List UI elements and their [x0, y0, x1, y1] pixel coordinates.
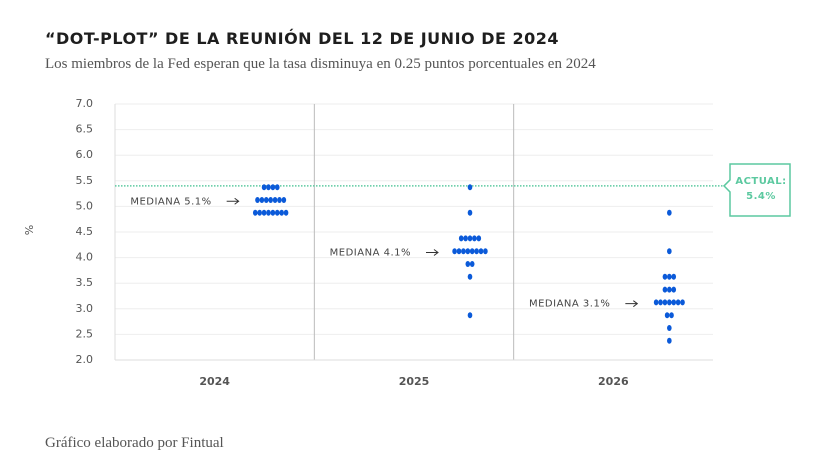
dot — [259, 197, 265, 203]
dot — [279, 209, 284, 216]
dot — [667, 248, 672, 255]
dot — [653, 299, 659, 306]
dot — [662, 299, 668, 306]
dot — [467, 312, 473, 319]
dot — [467, 184, 473, 191]
y-tick-label: 6.5 — [76, 123, 94, 136]
x-tick-label: 2025 — [399, 375, 430, 388]
dot — [667, 286, 672, 293]
dot — [266, 184, 271, 191]
y-tick-label: 2.5 — [76, 327, 94, 340]
dot — [675, 299, 681, 306]
x-tick-label: 2024 — [199, 375, 230, 388]
dot — [283, 209, 289, 216]
dot — [667, 299, 672, 306]
dot — [483, 248, 488, 255]
dot — [261, 209, 267, 216]
y-tick-label: 3.5 — [76, 276, 94, 289]
dot — [474, 248, 479, 255]
arrow — [226, 197, 240, 205]
dot — [266, 209, 271, 216]
dot — [458, 235, 464, 242]
median-label: MEDIANA 5.1% — [130, 196, 211, 207]
y-tick-label: 2.0 — [76, 353, 94, 366]
dot — [658, 299, 663, 306]
dot — [667, 209, 672, 216]
chart-subtitle: Los miembros de la Fed esperan que la ta… — [45, 56, 596, 72]
y-tick-label: 7.0 — [76, 97, 94, 110]
dot — [476, 235, 482, 242]
median-label: MEDIANA 3.1% — [529, 299, 610, 310]
dot — [662, 273, 668, 280]
dot — [664, 312, 670, 319]
dot — [268, 197, 273, 203]
dot — [465, 248, 471, 255]
dot — [274, 184, 280, 191]
dot — [252, 209, 258, 216]
dot — [671, 286, 677, 293]
y-tick-label: 6.0 — [76, 148, 94, 161]
footer: Gráfico elaborado por Fintual — [45, 435, 224, 451]
reference-box — [722, 163, 791, 217]
dot — [667, 325, 672, 331]
y-tick-label: 5.0 — [76, 199, 94, 212]
dot — [667, 273, 672, 280]
dot — [671, 299, 677, 306]
y-tick-label: 5.5 — [76, 174, 94, 187]
dot — [456, 248, 462, 255]
y-axis-label: % — [23, 225, 36, 235]
reference-value: 5.4% — [746, 191, 776, 202]
median-label: MEDIANA 4.1% — [330, 247, 411, 258]
y-tick-label: 3.0 — [76, 302, 94, 315]
dot — [261, 184, 267, 191]
dot — [467, 235, 473, 242]
dot — [671, 273, 677, 280]
dot — [277, 197, 282, 203]
dot — [662, 286, 668, 293]
y-tick-label: 4.5 — [76, 225, 94, 238]
dot — [270, 184, 276, 191]
dot — [452, 248, 457, 255]
dot — [255, 197, 260, 203]
dot — [463, 235, 468, 242]
dot — [272, 197, 278, 203]
reference-label: ACTUAL: — [735, 176, 786, 187]
arrow — [625, 300, 639, 308]
dot — [270, 209, 276, 216]
dot — [465, 261, 471, 267]
chart-title: “DOT-PLOT” DE LA REUNIÓN DEL 12 DE JUNIO… — [45, 29, 559, 48]
dot — [667, 337, 672, 344]
dot — [461, 248, 466, 255]
dot — [469, 261, 475, 267]
dot — [478, 248, 484, 255]
dot — [467, 273, 473, 280]
dot — [274, 209, 280, 216]
dot — [281, 197, 287, 203]
dot — [469, 248, 475, 255]
dot — [669, 312, 674, 319]
dot — [257, 209, 262, 216]
dot — [680, 299, 685, 306]
y-tick-label: 4.0 — [76, 251, 94, 264]
dot — [472, 235, 477, 242]
x-tick-label: 2026 — [598, 375, 629, 388]
dot — [263, 197, 269, 203]
dot — [467, 209, 473, 216]
arrow — [426, 249, 439, 256]
